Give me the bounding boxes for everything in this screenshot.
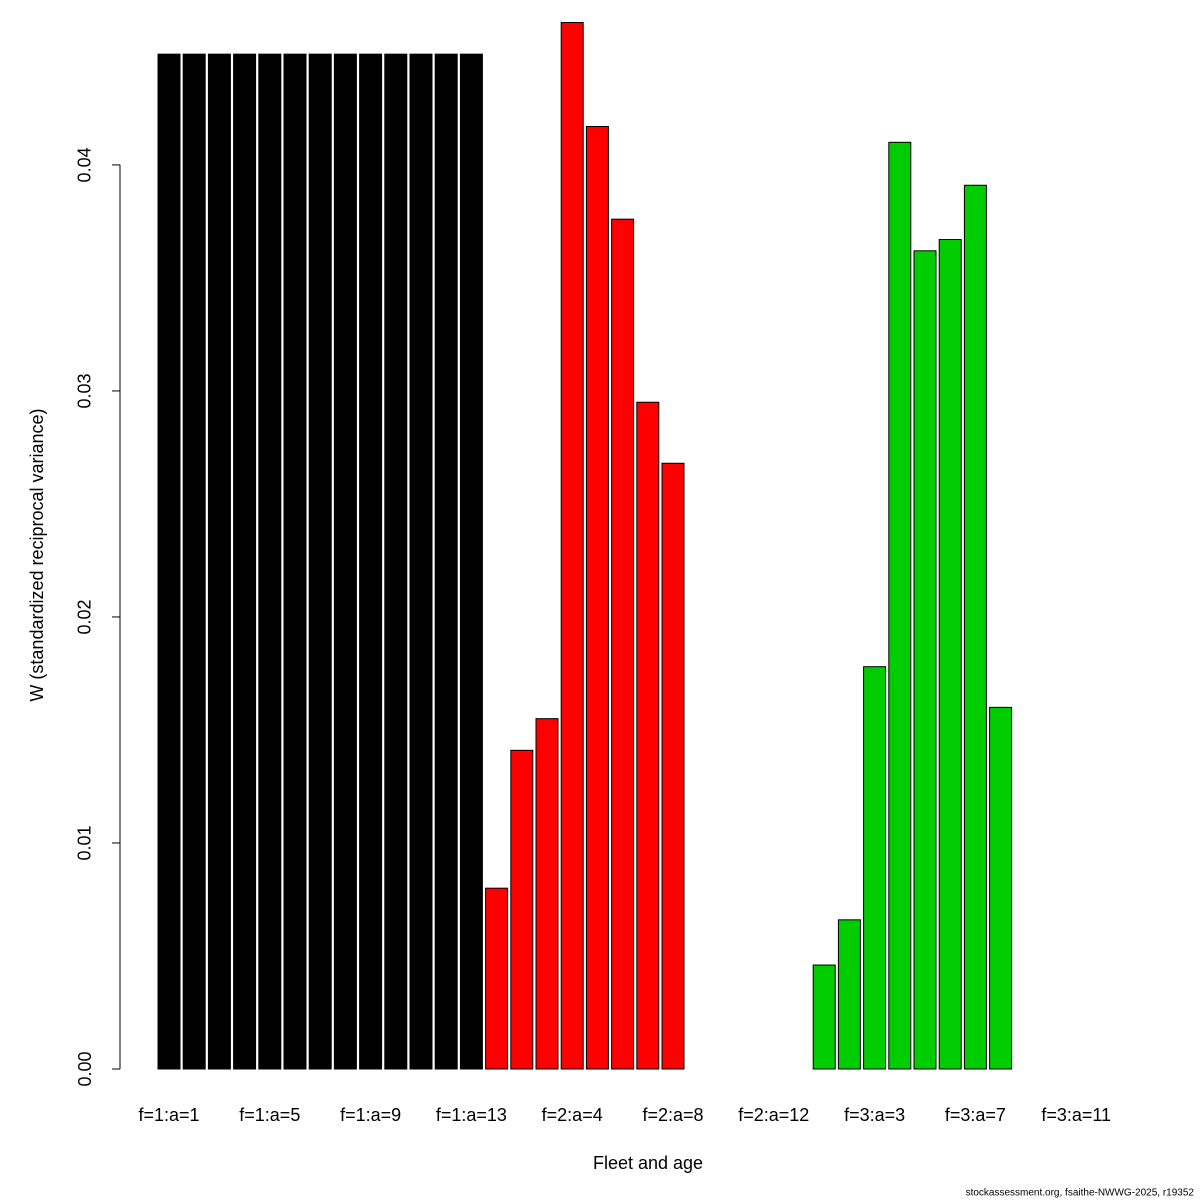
bar [963, 184, 987, 1070]
bar [611, 218, 635, 1070]
bar [535, 718, 559, 1070]
y-tick-label: 0.00 [75, 1051, 95, 1086]
x-tick-label: f=3:a=11 [1041, 1105, 1111, 1125]
bar [863, 666, 887, 1070]
y-tick-label: 0.01 [75, 825, 95, 860]
caption: stockassessment.org, fsaithe-NWWG-2025, … [966, 1188, 1195, 1199]
x-tick-label: f=2:a=4 [542, 1105, 603, 1125]
bar [459, 53, 483, 1070]
x-axis-title: Fleet and age [593, 1153, 703, 1173]
bar [359, 53, 383, 1070]
x-tick-label: f=2:a=8 [642, 1105, 703, 1125]
bar [207, 53, 231, 1070]
bar [409, 53, 433, 1070]
bar [636, 401, 660, 1070]
bar [384, 53, 408, 1070]
bar [560, 22, 584, 1070]
bar [258, 53, 282, 1070]
x-tick-label: f=1:a=13 [436, 1105, 507, 1125]
y-tick-label: 0.04 [75, 147, 95, 182]
bar [812, 964, 836, 1070]
bar [233, 53, 257, 1070]
bar [661, 462, 685, 1070]
bar [585, 125, 609, 1070]
bar [333, 53, 357, 1070]
bar [837, 919, 861, 1070]
y-axis-title: W (standardized reciprocal variance) [27, 408, 47, 701]
x-tick-label: f=3:a=7 [945, 1105, 1006, 1125]
bar [510, 749, 534, 1070]
x-tick-label: f=3:a=3 [844, 1105, 905, 1125]
bar [157, 53, 181, 1070]
bar [913, 250, 937, 1070]
bar [485, 887, 509, 1070]
x-tick-label: f=2:a=12 [738, 1105, 809, 1125]
y-tick-label: 0.03 [75, 373, 95, 408]
bar [888, 141, 912, 1070]
bar [283, 53, 307, 1070]
bar [308, 53, 332, 1070]
y-tick-label: 0.02 [75, 599, 95, 634]
x-tick-label: f=1:a=1 [138, 1105, 199, 1125]
bar [938, 239, 962, 1070]
x-tick-label: f=1:a=5 [239, 1105, 300, 1125]
bar [434, 53, 458, 1070]
bar [989, 706, 1013, 1070]
x-tick-label: f=1:a=9 [340, 1105, 401, 1125]
bar [182, 53, 206, 1070]
